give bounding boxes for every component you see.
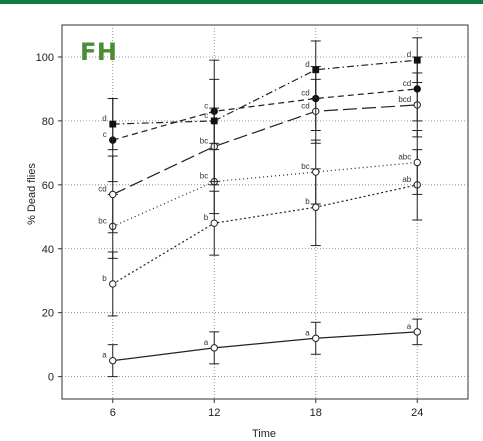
significance-letter: a [204,338,209,347]
significance-letter: a [407,322,412,331]
significance-letter: bcd [398,95,411,104]
y-axis-title: % Dead flies [26,163,38,225]
data-point [109,120,117,128]
data-point [312,334,320,342]
significance-letter: d [102,114,106,123]
significance-letter: a [102,351,107,360]
data-point [210,344,218,352]
significance-letter: b [102,274,107,283]
series-1: a a a a [102,318,423,378]
x-tick-label: 18 [310,407,322,419]
top-accent-strip [0,0,483,4]
data-point [413,85,421,93]
y-tick-label: 100 [36,52,54,64]
significance-letter: c [204,101,208,110]
data-point [413,158,421,167]
significance-letter: cd [403,79,411,88]
data-point [312,66,320,74]
y-tick-label: 40 [42,244,54,256]
panel-label: FH [80,38,118,66]
axis-ticks: 0 20 40 60 80 100 6 12 18 24 [36,52,424,419]
significance-letter: abc [398,152,411,161]
data-point [210,117,218,125]
x-axis-title: Time [252,428,277,440]
data-point [312,168,320,176]
significance-letter: cd [98,184,106,193]
significance-letter: bc [200,136,208,145]
series-6: d cdd [102,37,423,183]
significance-letter: bc [98,216,106,225]
y-tick-label: 60 [42,180,54,192]
significance-letter: d [407,50,411,59]
series-line [112,59,418,125]
series-line [112,88,418,141]
series-line [112,104,418,195]
data-point [312,203,320,211]
significance-letter: b [305,197,310,206]
series-line [112,331,418,362]
data-point [413,56,421,64]
plot-frame [61,24,469,400]
data-point [210,219,218,227]
data-point [109,356,117,365]
significance-letter: cd [301,101,309,110]
significance-letter: b [204,213,209,222]
x-tick-label: 24 [411,407,423,419]
data-point [109,280,117,288]
significance-letter: bc [200,172,208,181]
significance-letter: ab [402,175,411,184]
y-tick-label: 80 [42,116,54,128]
series-line [112,184,418,285]
significance-letter: a [305,328,310,337]
x-tick-label: 6 [110,407,116,419]
x-tick-label: 12 [208,407,220,419]
significance-letter: c [204,111,208,120]
significance-letter: cd [301,89,309,98]
significance-letter: c [103,130,107,139]
data-point [413,328,421,336]
significance-letter: d [305,60,309,69]
y-tick-label: 20 [42,308,54,320]
data-point [109,190,117,199]
y-tick-label: 0 [48,372,54,384]
significance-letter: bc [301,162,309,171]
